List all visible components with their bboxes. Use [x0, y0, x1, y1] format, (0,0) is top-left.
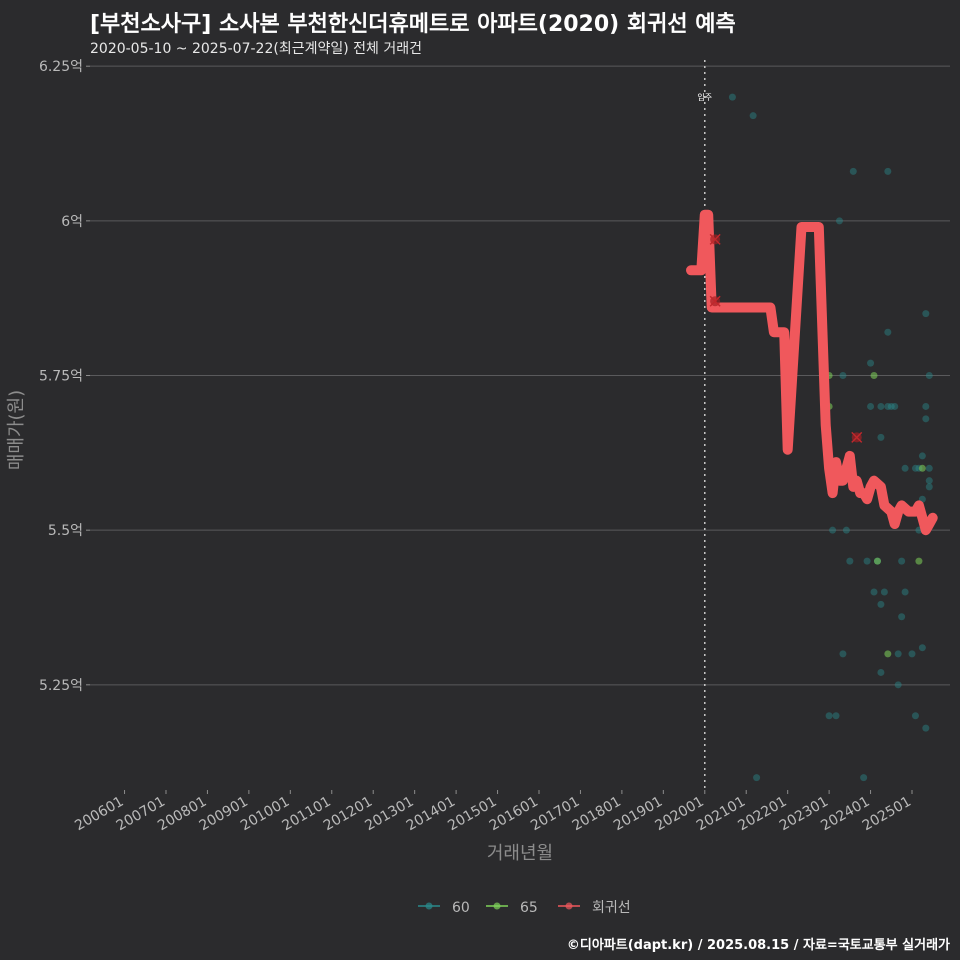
x-axis: 2006012007012008012009012010012011012012…	[72, 790, 914, 834]
credit-text: ©디아파트(dapt.kr) / 2025.08.15 / 자료=국토교통부 실…	[566, 938, 950, 953]
move-in-label: 입주	[697, 93, 712, 102]
y-axis-title: 매매가(원)	[6, 390, 27, 470]
point-60	[894, 650, 902, 658]
point-60	[825, 712, 833, 720]
point-65	[884, 650, 892, 658]
point-60	[842, 526, 850, 534]
point-60	[922, 724, 930, 732]
predicted-cross	[709, 233, 721, 245]
point-65	[915, 557, 923, 565]
regression-line	[686, 209, 938, 536]
point-60	[925, 464, 933, 472]
chart-subtitle: 2020-05-10 ~ 2025-07-22(최근계약일) 전체 거래건	[90, 41, 422, 57]
point-60	[863, 557, 871, 565]
point-60	[839, 372, 847, 380]
point-60	[870, 588, 878, 596]
legend-key-dot	[565, 902, 573, 910]
point-60	[877, 668, 885, 676]
point-60	[867, 402, 875, 410]
point-60	[884, 328, 892, 336]
point-60	[911, 464, 919, 472]
point-60	[749, 112, 757, 120]
y-tick-label: 5.25억	[39, 678, 83, 694]
point-60	[894, 681, 902, 689]
point-60	[911, 712, 919, 720]
point-60	[860, 774, 868, 782]
point-60	[922, 310, 930, 318]
point-60	[849, 167, 857, 175]
point-60	[877, 600, 885, 608]
point-60	[901, 464, 909, 472]
y-tick-label: 6억	[61, 214, 83, 230]
legend-label: 회귀선	[592, 900, 631, 916]
x-axis-title: 거래년월	[487, 843, 553, 864]
point-60	[898, 557, 906, 565]
predicted-cross	[709, 295, 721, 307]
point-65	[918, 464, 926, 472]
point-60	[753, 774, 761, 782]
predicted-marker	[851, 431, 863, 443]
point-60	[829, 526, 837, 534]
point-60	[728, 93, 736, 101]
point-60	[922, 402, 930, 410]
point-60	[922, 415, 930, 423]
predicted-cross	[851, 431, 863, 443]
regression-layer	[686, 209, 938, 536]
y-tick-label: 6.25억	[39, 59, 83, 75]
point-60	[925, 372, 933, 380]
legend-label: 60	[452, 900, 470, 916]
point-60	[832, 712, 840, 720]
point-60	[884, 167, 892, 175]
legend-key-dot	[493, 902, 501, 910]
point-60	[846, 557, 854, 565]
point-60	[877, 402, 885, 410]
point-60	[925, 483, 933, 491]
point-60	[867, 359, 875, 367]
y-tick-label: 5.5억	[48, 523, 83, 539]
legend-label: 65	[520, 900, 538, 916]
point-60	[898, 613, 906, 621]
y-axis: 6.25억 6억 5.75억 5.5억 5.25억	[39, 59, 90, 694]
point-60	[918, 452, 926, 460]
grid-layer	[90, 65, 950, 686]
point-65	[870, 372, 878, 380]
point-60	[887, 402, 895, 410]
point-60	[901, 588, 909, 596]
point-60	[918, 644, 926, 652]
point-60	[835, 217, 843, 225]
point-60	[891, 402, 899, 410]
point-60	[884, 402, 892, 410]
point-65	[873, 557, 881, 565]
y-tick-label: 5.75억	[39, 369, 83, 385]
point-60	[839, 650, 847, 658]
point-60	[908, 650, 916, 658]
point-60	[877, 433, 885, 441]
point-60	[925, 477, 933, 485]
point-60	[880, 588, 888, 596]
chart-title: [부천소사구] 소사본 부천한신더휴메트로 아파트(2020) 회귀선 예측	[90, 12, 736, 37]
legend: 60 65 회귀선	[418, 900, 631, 916]
predicted-marker	[709, 233, 721, 245]
points-layer	[708, 93, 933, 782]
predicted-marker	[709, 295, 721, 307]
legend-key-dot	[425, 902, 433, 910]
